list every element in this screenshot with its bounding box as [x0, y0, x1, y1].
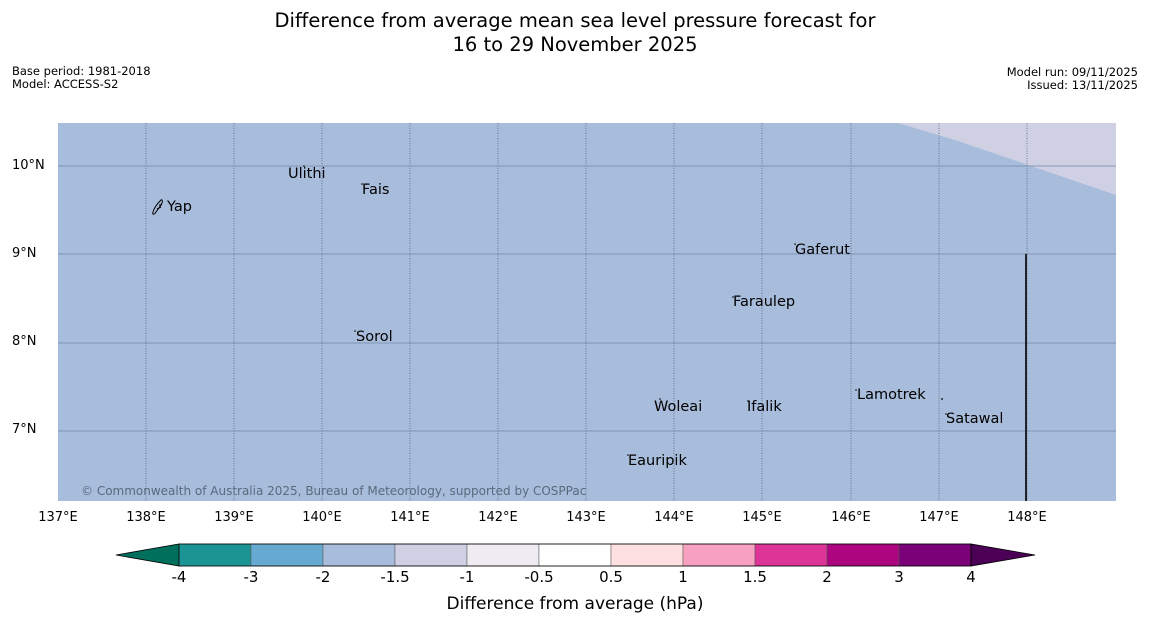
colorbar-tick-label: 1 — [678, 568, 688, 586]
island-dot-eauripik — [627, 454, 629, 456]
colorbar-segment — [898, 543, 972, 567]
colorbar-tick-label: -2 — [315, 568, 331, 586]
lat-label: 10°N — [12, 158, 45, 173]
colorbar — [115, 543, 1036, 567]
colorbar-segment — [322, 543, 396, 567]
lon-label: 137°E — [38, 510, 78, 525]
island-dots — [303, 165, 947, 456]
lon-label: 138°E — [126, 510, 166, 525]
island-dot-satawal — [945, 413, 947, 415]
chart-title: Difference from average mean sea level p… — [0, 9, 1150, 57]
anomaly-field-northeast — [898, 123, 1116, 195]
colorbar-extend-low — [115, 543, 180, 567]
colorbar-tick-label: -3 — [243, 568, 259, 586]
place-label: Woleai — [654, 399, 703, 415]
place-label: Faraulep — [733, 294, 796, 310]
colorbar-tick-label: 1.5 — [743, 568, 767, 586]
yap-island-shape — [152, 199, 163, 215]
lon-label: 140°E — [302, 510, 342, 525]
anomaly-field-background — [58, 123, 1116, 501]
place-label: Fais — [362, 182, 390, 198]
colorbar-tick-label: 2 — [822, 568, 832, 586]
chart-title-line2: 16 to 29 November 2025 — [452, 33, 698, 56]
island-dot-ifalik — [747, 400, 749, 402]
place-label: Yap — [167, 199, 192, 215]
colorbar-segment — [538, 543, 612, 567]
lon-gridlines — [145, 123, 1028, 501]
model-run-date: Model run: 09/11/2025 — [1006, 65, 1138, 79]
lon-label: 144°E — [654, 510, 694, 525]
colorbar-segment — [394, 543, 468, 567]
run-info: Model run: 09/11/2025 Issued: 13/11/2025 — [1007, 66, 1138, 92]
colorbar-segment — [826, 543, 900, 567]
place-label: Satawal — [946, 411, 1004, 427]
base-info: Base period: 1981-2018 Model: ACCESS-S2 — [12, 65, 151, 91]
lon-label: 148°E — [1007, 510, 1047, 525]
issued-date: Issued: 13/11/2025 — [1027, 78, 1138, 92]
chart-title-line1: Difference from average mean sea level p… — [274, 9, 876, 32]
island-dot-fais — [361, 183, 363, 185]
place-label: Ulithi — [288, 166, 326, 182]
place-label: Ifalik — [747, 399, 782, 415]
colorbar-segment — [250, 543, 324, 567]
island-dot-lamotrek — [855, 389, 857, 391]
place-label: Lamotrek — [857, 387, 926, 403]
map-svg — [58, 123, 1116, 501]
colorbar-segment — [682, 543, 756, 567]
island-dot-ulithi — [303, 165, 305, 167]
lon-label: 143°E — [566, 510, 606, 525]
island-dot-faraulep — [732, 296, 734, 298]
colorbar-segment — [754, 543, 828, 567]
model-name: Model: ACCESS-S2 — [12, 77, 119, 91]
island-dot-woleai — [659, 398, 661, 400]
colorbar-outline — [178, 543, 972, 567]
base-period: Base period: 1981-2018 — [12, 64, 151, 78]
lat-label: 7°N — [12, 422, 37, 437]
lon-label: 139°E — [214, 510, 254, 525]
colorbar-tick-label: -1 — [459, 568, 475, 586]
lon-label: 147°E — [919, 510, 959, 525]
colorbar-tick-label: 0.5 — [599, 568, 623, 586]
colorbar-segment — [610, 543, 684, 567]
colorbar-tick-label: -4 — [171, 568, 187, 586]
place-label: Eauripik — [628, 453, 687, 469]
lon-label: 142°E — [478, 510, 518, 525]
colorbar-extend-high — [970, 543, 1036, 567]
map-panel — [58, 123, 1116, 501]
lat-label: 8°N — [12, 334, 37, 349]
colorbar-title: Difference from average (hPa) — [446, 594, 704, 614]
lon-label: 146°E — [831, 510, 871, 525]
place-label: Sorol — [356, 329, 393, 345]
place-label: Gaferut — [795, 242, 850, 258]
colorbar-segment — [178, 543, 252, 567]
colorbar-tick-label: -0.5 — [524, 568, 554, 586]
colorbar-segment — [466, 543, 540, 567]
lon-label: 141°E — [390, 510, 430, 525]
lon-label: 145°E — [742, 510, 782, 525]
island-dot-sorol — [354, 330, 356, 332]
colorbar-tick-label: 3 — [894, 568, 904, 586]
island-dot-lamotrek-east — [941, 398, 943, 400]
map-copyright: © Commonwealth of Australia 2025, Bureau… — [81, 484, 587, 498]
island-dot-gaferut — [794, 243, 796, 245]
colorbar-tick-label: -1.5 — [380, 568, 410, 586]
colorbar-tick-label: 4 — [966, 568, 976, 586]
lat-label: 9°N — [12, 246, 37, 261]
